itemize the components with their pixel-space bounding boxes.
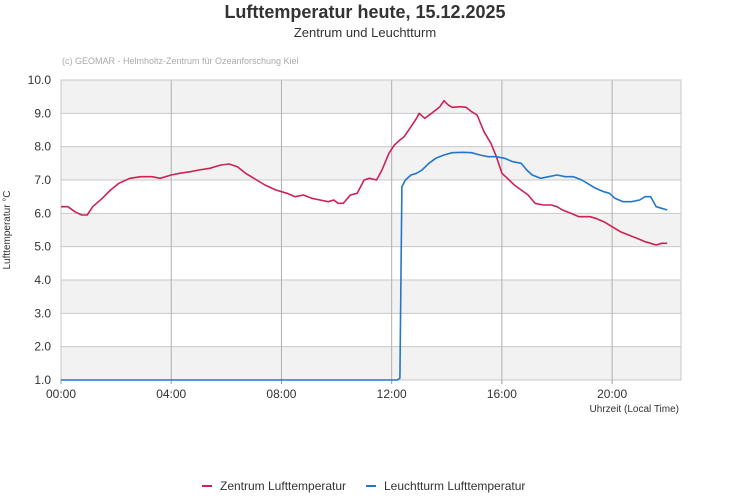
legend-item-label[interactable]: Leuchtturm Lufttemperatur (384, 479, 525, 493)
y-tick-label: 9.0 (34, 106, 51, 120)
x-axis-label: Uhrzeit (Local Time) (590, 404, 679, 415)
chart-credit: (c) GEOMAR - Helmholtz-Zentrum für Ozean… (62, 56, 299, 66)
plot-band (61, 80, 681, 114)
y-tick-label: 10.0 (28, 73, 52, 87)
y-tick-label: 8.0 (34, 140, 51, 154)
y-tick-label: 5.0 (34, 240, 51, 254)
x-tick-label: 12:00 (377, 387, 407, 401)
x-axis-ticks: 00:00 04:00 08:00 12:00 16:00 20:00 (46, 380, 627, 401)
y-axis-label: Lufttemperatur °C (2, 190, 13, 269)
y-tick-label: 6.0 (34, 206, 51, 220)
series-line-zentrum (61, 99, 668, 246)
x-tick-label: 20:00 (597, 387, 627, 401)
x-tick-label: 00:00 (46, 387, 76, 401)
series-line-leuchtturm (61, 151, 668, 381)
y-tick-label: 3.0 (34, 306, 51, 320)
y-axis-ticks: 1.0 2.0 3.0 4.0 5.0 6.0 7.0 8.0 9.0 10.0 (28, 73, 52, 387)
x-tick-label: 16:00 (487, 387, 517, 401)
legend-item-label[interactable]: Zentrum Lufttemperatur (220, 479, 346, 493)
plot-band (61, 280, 681, 314)
chart-subtitle: Zentrum und Leuchtturm (294, 25, 436, 40)
legend[interactable]: Zentrum Lufttemperatur Leuchtturm Lufttem… (202, 479, 525, 493)
plot-bands (61, 80, 681, 380)
plot-band (61, 146, 681, 180)
plot-band (61, 213, 681, 247)
series-lines (61, 99, 668, 381)
y-tick-label: 4.0 (34, 273, 51, 287)
y-tick-label: 2.0 (34, 340, 51, 354)
x-tick-label: 08:00 (266, 387, 296, 401)
x-tick-label: 04:00 (156, 387, 186, 401)
y-tick-label: 1.0 (34, 373, 51, 387)
y-tick-label: 7.0 (34, 173, 51, 187)
plot-band (61, 346, 681, 380)
chart-title: Lufttemperatur heute, 15.12.2025 (224, 2, 505, 22)
